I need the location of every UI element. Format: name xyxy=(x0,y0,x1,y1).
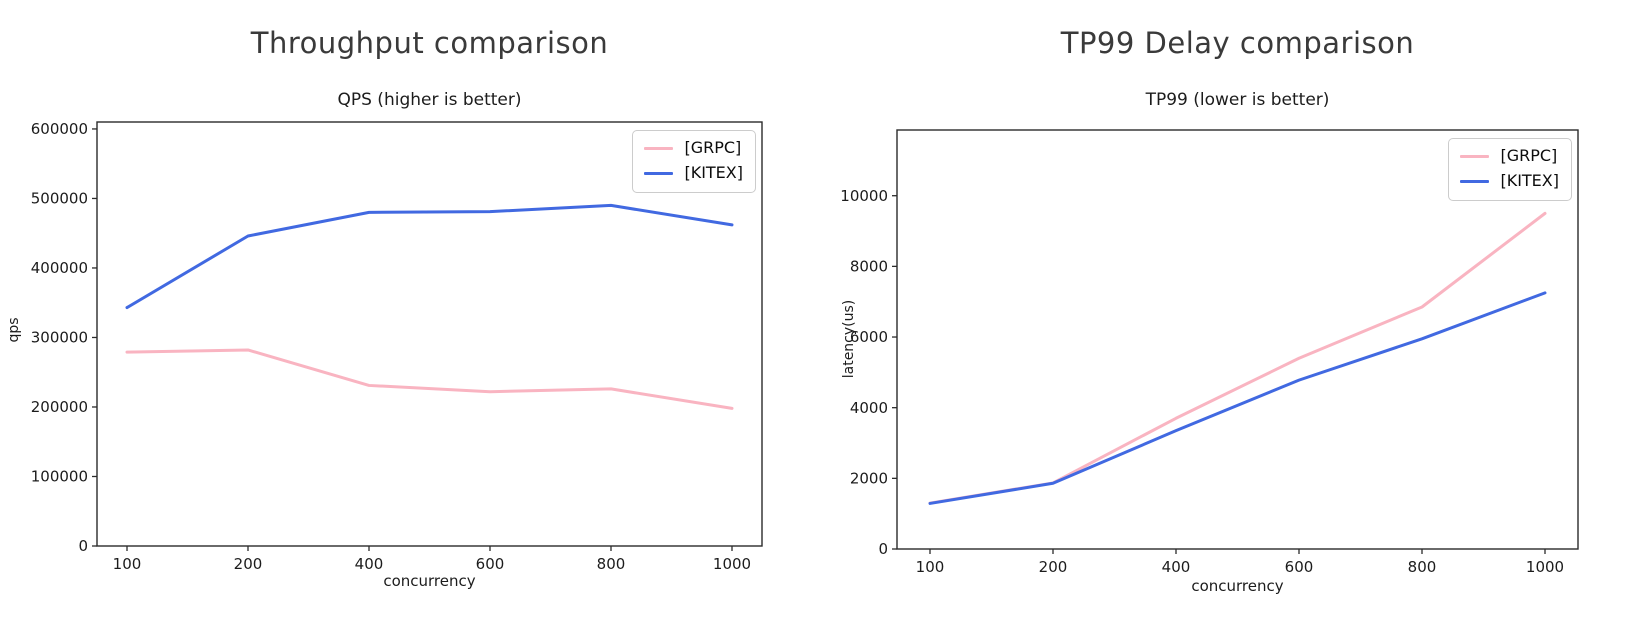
y-tick-label: 100000 xyxy=(31,468,88,486)
x-tick-label: 200 xyxy=(234,555,263,573)
legend-label-kitex: [KITEX] xyxy=(684,163,743,183)
x-tick-label: 100 xyxy=(916,558,945,576)
throughput-axes-title: QPS (higher is better) xyxy=(337,90,522,110)
throughput-y-axis-label: qps xyxy=(6,317,22,343)
throughput-chart-svg: 0 100000 200000 300000 400000 500000 600000 100… xyxy=(31,120,763,573)
throughput-figure: Throughput comparison QPS (higher is bet… xyxy=(6,26,763,590)
y-tick-label: 8000 xyxy=(850,257,888,275)
x-tick-label: 200 xyxy=(1039,558,1068,576)
x-tick-label: 1000 xyxy=(1526,558,1564,576)
legend-item-kitex: [KITEX] xyxy=(644,163,743,183)
[GRPC]-data-line xyxy=(928,211,1547,505)
legend-item-grpc: [GRPC] xyxy=(644,138,743,157)
legend-label-grpc: [GRPC] xyxy=(1500,146,1558,165)
y-tick-label: 4000 xyxy=(850,399,888,417)
plot-border xyxy=(896,129,1579,550)
[KITEX]-data-line xyxy=(928,291,1547,505)
x-tick-label: 800 xyxy=(597,555,626,573)
y-tick-label: 0 xyxy=(878,540,888,558)
x-tick-label: 600 xyxy=(476,555,505,573)
tp99-x-axis-label: concurrency xyxy=(1191,577,1284,595)
grpc-line-swatch xyxy=(644,146,674,150)
y-tick-label: 200000 xyxy=(31,398,88,416)
kitex-line-swatch xyxy=(1460,180,1490,184)
legend-label-kitex: [KITEX] xyxy=(1500,171,1559,191)
grpc-line-swatch xyxy=(1460,154,1490,158)
x-tick-label: 100 xyxy=(113,555,142,573)
y-tick-label: 10000 xyxy=(840,187,888,205)
tp99-figure: TP99 Delay comparison TP99 (lower is bet… xyxy=(817,0,1634,630)
legend-label-grpc: [GRPC] xyxy=(684,138,742,157)
kitex-line-swatch xyxy=(644,172,674,176)
tp99-legend: [GRPC] [KITEX] xyxy=(1448,138,1572,201)
y-tick-label: 2000 xyxy=(850,469,888,487)
x-tick-label: 400 xyxy=(1162,558,1191,576)
y-tick-label: 300000 xyxy=(31,329,88,347)
y-tick-label: 600000 xyxy=(31,120,88,138)
throughput-x-axis-label: concurrency xyxy=(383,572,476,590)
legend-item-grpc: [GRPC] xyxy=(1460,146,1559,165)
y-tick-label: 500000 xyxy=(31,190,88,208)
[GRPC]-data-line xyxy=(125,348,734,410)
[KITEX]-data-line xyxy=(125,203,734,310)
tp99-y-axis-label: latency(us) xyxy=(841,299,857,379)
legend-item-kitex: [KITEX] xyxy=(1460,171,1559,191)
x-tick-label: 400 xyxy=(355,555,384,573)
x-tick-label: 600 xyxy=(1285,558,1314,576)
x-tick-label: 800 xyxy=(1408,558,1437,576)
throughput-figure-title: Throughput comparison xyxy=(250,26,609,60)
y-tick-label: 0 xyxy=(78,537,88,555)
x-tick-label: 1000 xyxy=(713,555,751,573)
throughput-legend: [GRPC] [KITEX] xyxy=(632,130,756,193)
tp99-axes-title: TP99 (lower is better) xyxy=(1145,90,1330,110)
tp99-chart-svg: 0 2000 4000 6000 8000 10000 100 200 400 600 800 100… xyxy=(840,129,1579,576)
y-tick-label: 400000 xyxy=(31,259,88,277)
tp99-figure-title: TP99 Delay comparison xyxy=(1060,26,1415,60)
y-tick-label: 6000 xyxy=(850,328,888,346)
plot-border xyxy=(96,121,763,547)
